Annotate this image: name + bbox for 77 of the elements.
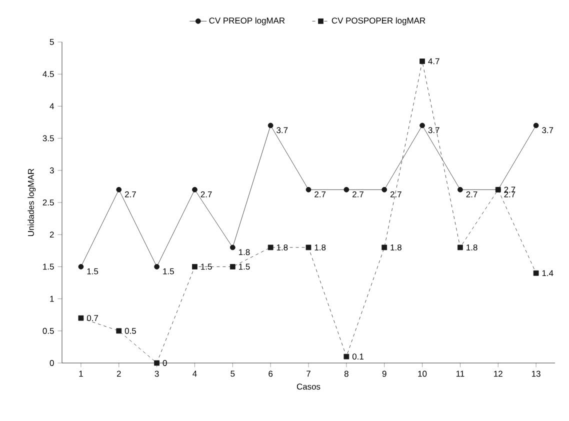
- data-label: 0.1: [352, 354, 364, 360]
- point: [78, 315, 84, 321]
- data-label: 2.7: [352, 191, 364, 198]
- data-label: 0.7: [86, 315, 98, 322]
- data-label: 1.8: [239, 249, 250, 256]
- point: [306, 244, 312, 250]
- x-tick-label: 10: [418, 370, 427, 377]
- point: [154, 360, 160, 366]
- point: [382, 186, 388, 192]
- data-label: 1.8: [466, 244, 478, 250]
- point: [382, 244, 388, 250]
- y-tick-label: 4: [50, 103, 54, 110]
- data-label: 0: [162, 360, 167, 366]
- y-tick-label: 3.5: [42, 135, 54, 142]
- data-label: 2.7: [314, 191, 326, 198]
- x-tick-label: 8: [344, 370, 348, 377]
- legend-label: CV PREOP logMAR: [209, 17, 285, 26]
- data-label: 1.8: [314, 244, 326, 250]
- y-tick-label: 4.5: [42, 71, 54, 78]
- y-tick-label: 1: [50, 296, 54, 302]
- x-tick-label: 11: [456, 370, 464, 377]
- x-tick-label: 1: [79, 370, 83, 377]
- data-label: 2.7: [466, 191, 478, 198]
- data-label: 1.4: [542, 270, 554, 276]
- data-label: 3.7: [428, 127, 440, 134]
- data-label: 2.7: [504, 186, 516, 193]
- point: [344, 354, 350, 360]
- data-label: 2.7: [125, 191, 136, 198]
- point: [78, 264, 84, 270]
- data-label: 3.7: [276, 127, 288, 134]
- point: [230, 264, 236, 270]
- x-axis-title: Casos: [296, 384, 320, 390]
- x-tick-label: 4: [192, 370, 197, 377]
- point: [116, 186, 122, 192]
- y-tick-label: 5: [50, 39, 54, 45]
- point: [533, 270, 539, 276]
- data-label: 1.5: [163, 268, 174, 274]
- x-tick-label: 13: [532, 370, 540, 377]
- y-tick-label: 2: [50, 232, 54, 238]
- data-label: 1.5: [201, 264, 212, 270]
- point: [192, 264, 198, 270]
- y-tick-label: 2.5: [42, 200, 54, 206]
- y-tick-label: 1.5: [43, 264, 54, 270]
- x-tick-label: 3: [154, 370, 159, 377]
- y-axis-title: Unidades logMAR: [28, 168, 36, 236]
- data-label: 1.8: [390, 244, 402, 250]
- point: [420, 58, 425, 64]
- y-tick-label: 0.5: [42, 328, 54, 334]
- point: [116, 328, 122, 334]
- data-label: 2.7: [390, 191, 402, 198]
- x-tick-label: 7: [306, 370, 310, 377]
- point: [344, 186, 350, 192]
- point: [268, 244, 274, 250]
- data-label: 1.5: [87, 268, 98, 274]
- x-tick-label: 9: [382, 370, 386, 377]
- point: [306, 186, 312, 192]
- legend-label: CV POSPOPER logMAR: [332, 17, 426, 26]
- x-tick-label: 5: [230, 370, 235, 377]
- point: [420, 122, 425, 128]
- x-tick-label: 2: [116, 370, 121, 377]
- point: [154, 264, 160, 270]
- point: [192, 186, 198, 192]
- point: [230, 244, 236, 250]
- y-tick-label: 3: [50, 167, 54, 174]
- data-label: 4.7: [428, 58, 440, 64]
- point: [458, 186, 463, 192]
- data-label: 1.8: [276, 244, 288, 250]
- point: [533, 122, 539, 128]
- y-tick-label: 0: [50, 360, 54, 366]
- x-tick-label: 6: [268, 370, 273, 377]
- point: [458, 244, 463, 250]
- data-label: 2.7: [200, 191, 212, 198]
- data-label: 3.7: [542, 127, 554, 134]
- data-label: 0.5: [124, 328, 136, 334]
- point: [268, 122, 274, 128]
- data-label: 1.5: [239, 264, 250, 270]
- x-tick-label: 12: [494, 370, 502, 377]
